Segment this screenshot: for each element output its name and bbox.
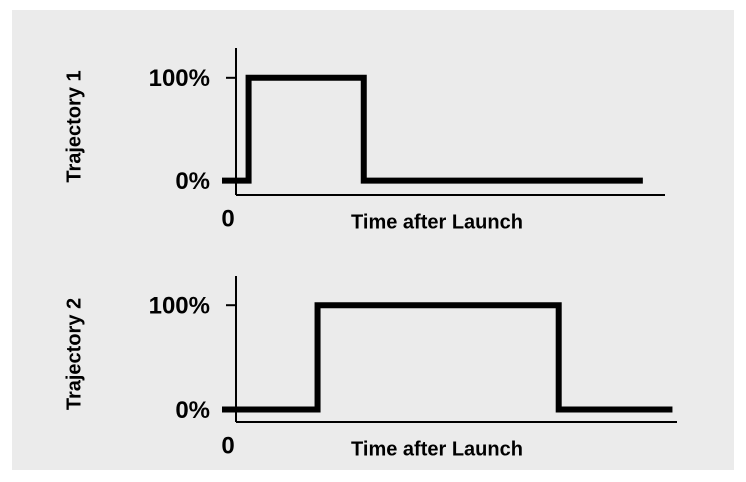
x-axis-label: Time after Launch bbox=[351, 211, 523, 233]
y-axis-label: Trajectory 1 bbox=[63, 70, 85, 182]
y-tick-label: 100% bbox=[149, 65, 210, 92]
x-tick-label: 0 bbox=[221, 205, 234, 232]
step-line bbox=[222, 302, 673, 413]
step-line bbox=[222, 74, 643, 184]
x-tick-label: 0 bbox=[221, 432, 234, 459]
panel-background bbox=[12, 10, 734, 470]
y-tick-label: 100% bbox=[149, 293, 210, 320]
y-tick-label: 0% bbox=[175, 168, 210, 195]
y-tick-label: 0% bbox=[175, 397, 210, 424]
x-axis-label: Time after Launch bbox=[351, 438, 523, 460]
y-axis-label: Trajectory 2 bbox=[63, 298, 85, 410]
